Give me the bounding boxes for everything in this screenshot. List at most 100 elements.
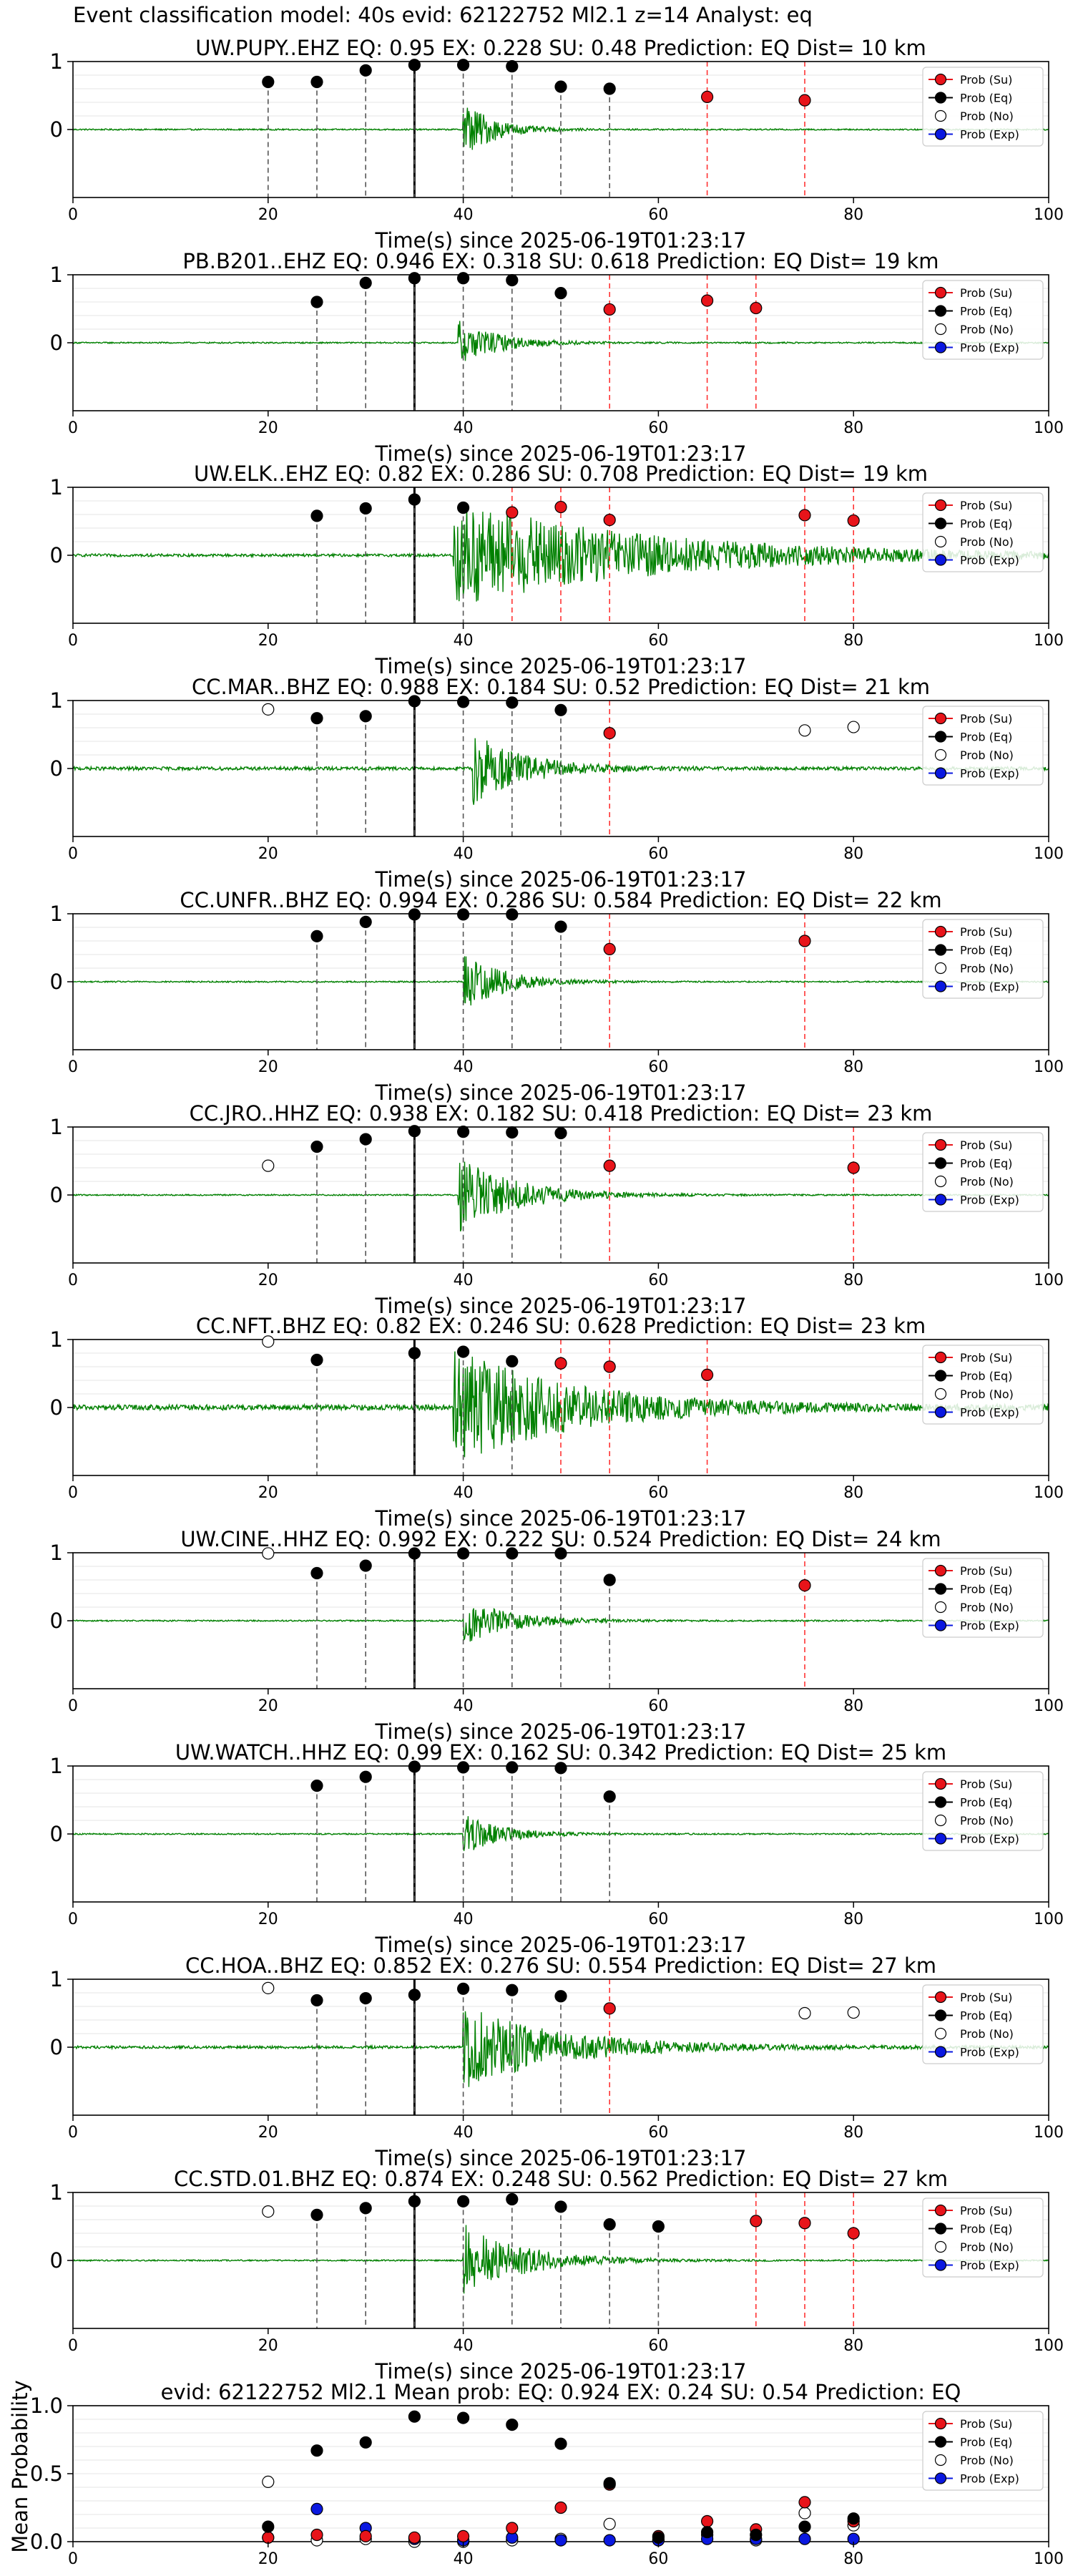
su-point (603, 942, 616, 956)
x-tick-label: 100 (1034, 2124, 1064, 2142)
x-tick-label: 20 (258, 2550, 278, 2568)
y-tick-label: 1 (50, 263, 63, 287)
su-point (700, 2514, 714, 2528)
su-point (847, 514, 860, 527)
legend-marker (934, 1796, 947, 1808)
x-axis-label: Time(s) since 2025-06-19T01:23:17 (375, 1294, 747, 1318)
x-tick-label: 0 (68, 1697, 78, 1715)
y-tick-label: 1 (50, 902, 63, 926)
no-point (262, 1335, 275, 1348)
su-point (506, 506, 519, 519)
x-tick-label: 40 (454, 206, 474, 224)
x-tick-label: 100 (1034, 2550, 1064, 2568)
legend-label: Prob (Eq) (960, 2436, 1012, 2449)
eq-point (603, 82, 616, 95)
legend-label: Prob (Su) (960, 925, 1012, 939)
x-tick-label: 60 (648, 2337, 668, 2355)
legend-marker (934, 2009, 947, 2021)
eq-point (554, 1990, 567, 2003)
x-axis-label: Time(s) since 2025-06-19T01:23:17 (375, 228, 747, 253)
x-tick-label: 80 (843, 1058, 863, 1076)
legend-marker (934, 1406, 947, 1418)
su-point (456, 2529, 470, 2542)
su-point (847, 2227, 860, 2240)
x-tick-label: 80 (843, 1697, 863, 1715)
eq-point (456, 501, 470, 514)
panel-6: CC.NFT..BHZ EQ: 0.82 EX: 0.246 SU: 0.628… (50, 1314, 1064, 1531)
eq-point (700, 2526, 714, 2539)
legend-label: Prob (Eq) (960, 1157, 1012, 1171)
panel-title: UW.ELK..EHZ EQ: 0.82 EX: 0.286 SU: 0.708… (194, 462, 928, 486)
su-point (750, 2215, 763, 2228)
waveform-trace (72, 1608, 1049, 1642)
x-tick-label: 80 (843, 2550, 863, 2568)
su-point (603, 1360, 616, 1373)
x-tick-label: 80 (843, 632, 863, 650)
legend-label: Prob (Exp) (960, 2046, 1019, 2059)
legend-marker (934, 1387, 947, 1400)
legend-marker (934, 1370, 947, 1382)
x-tick-label: 40 (454, 1058, 474, 1076)
y-tick-label: 1 (50, 2180, 63, 2205)
x-tick-label: 0 (68, 2337, 78, 2355)
no-point (262, 2205, 275, 2218)
eq-point (310, 1779, 323, 1792)
no-point (847, 2006, 860, 2019)
eq-point (456, 1126, 470, 1138)
legend-label: Prob (Su) (960, 73, 1012, 87)
su-point (359, 2529, 372, 2542)
x-tick-label: 0 (68, 2550, 78, 2568)
su-point (408, 2531, 421, 2544)
legend-label: Prob (Eq) (960, 1583, 1012, 1596)
y-tick-label: 0.5 (30, 2462, 63, 2486)
eq-point (408, 695, 421, 708)
no-point (798, 2006, 811, 2020)
su-point (750, 301, 763, 315)
legend-marker (934, 1777, 947, 1790)
eq-point (554, 2437, 567, 2450)
legend-marker (934, 962, 947, 975)
legend-label: Prob (No) (960, 1175, 1014, 1189)
legend-marker (934, 2027, 947, 2040)
y-tick-label: 1 (50, 475, 63, 499)
no-point (603, 2517, 616, 2530)
exp-point (310, 2502, 323, 2515)
legend-frame (922, 1984, 1044, 2064)
legend-label: Prob (No) (960, 535, 1014, 549)
su-point (798, 2496, 811, 2509)
legend: Prob (Su) Prob (Eq) Prob (No) Prob (Exp) (922, 1984, 1044, 2064)
legend-marker (934, 109, 947, 122)
su-point (603, 1159, 616, 1172)
panel-7: UW.CINE..HHZ EQ: 0.992 EX: 0.222 SU: 0.5… (50, 1527, 1064, 1744)
legend-label: Prob (Eq) (960, 1370, 1012, 1383)
panel-title: evid: 62122752 Ml2.1 Mean prob: EQ: 0.92… (161, 2380, 961, 2404)
panel-5: CC.JRO..HHZ EQ: 0.938 EX: 0.182 SU: 0.41… (50, 1101, 1064, 1318)
eq-point (456, 2411, 470, 2424)
legend-label: Prob (Eq) (960, 92, 1012, 105)
x-tick-label: 40 (454, 419, 474, 437)
x-tick-label: 60 (648, 419, 668, 437)
waveform-trace (72, 1161, 1049, 1232)
y-tick-label: 1 (50, 1327, 63, 1352)
x-tick-label: 60 (648, 2124, 668, 2142)
legend-label: Prob (Su) (960, 2417, 1012, 2431)
legend-label: Prob (No) (960, 2240, 1014, 2254)
legend-frame (922, 67, 1044, 147)
no-point (798, 2507, 811, 2519)
x-tick-label: 100 (1034, 1058, 1064, 1076)
legend-label: Prob (Su) (960, 2204, 1012, 2218)
x-tick-label: 100 (1034, 1911, 1064, 1928)
eq-point (554, 287, 567, 300)
legend: Prob (Su) Prob (Eq) Prob (No) Prob (Exp) (922, 2411, 1044, 2491)
su-point (603, 513, 616, 527)
legend-label: Prob (Eq) (960, 2223, 1012, 2236)
su-point (700, 294, 714, 307)
legend-label: Prob (No) (960, 1387, 1014, 1401)
legend-label: Prob (Exp) (960, 554, 1019, 567)
legend-label: Prob (No) (960, 1814, 1014, 1828)
legend-label: Prob (Eq) (960, 731, 1012, 744)
legend: Prob (Su) Prob (Eq) Prob (No) Prob (Exp) (922, 492, 1044, 572)
eq-point (506, 1355, 519, 1368)
legend-frame (922, 706, 1044, 786)
